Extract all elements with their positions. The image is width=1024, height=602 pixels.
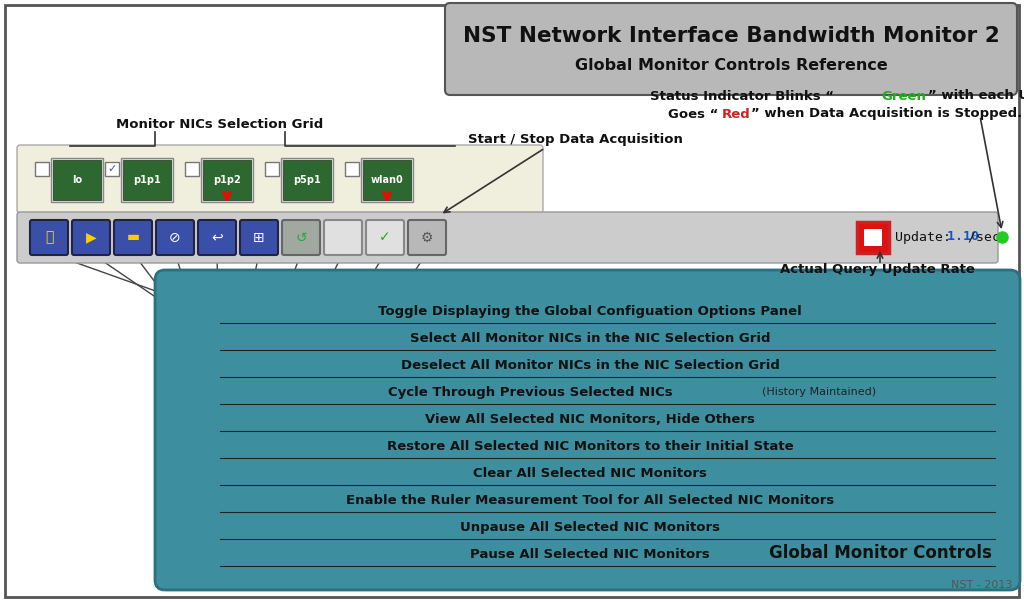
Text: ▬: ▬ — [126, 231, 139, 244]
FancyBboxPatch shape — [114, 220, 152, 255]
Text: ⊘: ⊘ — [169, 231, 181, 244]
Text: Start / Stop Data Acquisition: Start / Stop Data Acquisition — [468, 134, 682, 146]
Text: ✓: ✓ — [379, 231, 391, 244]
FancyBboxPatch shape — [185, 162, 199, 176]
FancyBboxPatch shape — [35, 162, 49, 176]
Text: Cycle Through Previous Selected NICs: Cycle Through Previous Selected NICs — [388, 386, 673, 399]
FancyBboxPatch shape — [156, 220, 194, 255]
Text: ⚙: ⚙ — [421, 231, 433, 244]
Text: Status Indicator Blinks “: Status Indicator Blinks “ — [650, 90, 834, 102]
FancyBboxPatch shape — [203, 160, 251, 200]
Text: /sec: /sec — [961, 231, 1000, 243]
FancyBboxPatch shape — [281, 158, 333, 202]
FancyBboxPatch shape — [265, 162, 279, 176]
FancyBboxPatch shape — [123, 160, 171, 200]
Text: Pause All Selected NIC Monitors: Pause All Selected NIC Monitors — [470, 548, 710, 561]
FancyBboxPatch shape — [51, 158, 103, 202]
FancyBboxPatch shape — [345, 162, 359, 176]
FancyBboxPatch shape — [53, 160, 101, 200]
Text: p1p2: p1p2 — [213, 175, 241, 185]
Text: Update:: Update: — [895, 231, 959, 243]
Text: 1.10: 1.10 — [939, 231, 979, 243]
Text: Deselect All Monitor NICs in the NIC Selection Grid: Deselect All Monitor NICs in the NIC Sel… — [400, 359, 779, 372]
Text: Actual Query Update Rate: Actual Query Update Rate — [780, 264, 975, 276]
Text: ▶: ▶ — [86, 231, 96, 244]
FancyBboxPatch shape — [864, 229, 882, 246]
Text: lo: lo — [72, 175, 82, 185]
FancyBboxPatch shape — [362, 160, 411, 200]
Text: Toggle Displaying the Global Configuation Options Panel: Toggle Displaying the Global Configuatio… — [378, 305, 802, 318]
Text: View All Selected NIC Monitors, Hide Others: View All Selected NIC Monitors, Hide Oth… — [425, 413, 755, 426]
Text: Select All Monitor NICs in the NIC Selection Grid: Select All Monitor NICs in the NIC Selec… — [410, 332, 770, 345]
Text: Unpause All Selected NIC Monitors: Unpause All Selected NIC Monitors — [460, 521, 720, 534]
FancyBboxPatch shape — [72, 220, 110, 255]
Text: ↩: ↩ — [211, 231, 223, 244]
FancyBboxPatch shape — [240, 220, 278, 255]
Text: Global Monitor Controls Reference: Global Monitor Controls Reference — [574, 58, 888, 73]
Text: wlan0: wlan0 — [371, 175, 403, 185]
Text: ↺: ↺ — [295, 231, 307, 244]
FancyBboxPatch shape — [155, 270, 1020, 590]
Text: Clear All Selected NIC Monitors: Clear All Selected NIC Monitors — [473, 467, 707, 480]
FancyBboxPatch shape — [283, 160, 331, 200]
FancyBboxPatch shape — [121, 158, 173, 202]
FancyBboxPatch shape — [445, 3, 1017, 95]
FancyBboxPatch shape — [282, 220, 319, 255]
FancyBboxPatch shape — [361, 158, 413, 202]
Text: Goes “: Goes “ — [668, 108, 719, 120]
FancyBboxPatch shape — [857, 222, 889, 253]
FancyBboxPatch shape — [198, 220, 236, 255]
Text: (History Maintained): (History Maintained) — [762, 387, 877, 397]
Text: ⊞: ⊞ — [253, 231, 265, 244]
FancyBboxPatch shape — [17, 212, 998, 263]
Text: ⏸: ⏸ — [45, 231, 53, 244]
Text: NST Network Interface Bandwidth Monitor 2: NST Network Interface Bandwidth Monitor … — [463, 26, 999, 46]
Text: p1p1: p1p1 — [133, 175, 161, 185]
Text: ” with each Update,: ” with each Update, — [928, 90, 1024, 102]
Text: Restore All Selected NIC Monitors to their Initial State: Restore All Selected NIC Monitors to the… — [387, 440, 794, 453]
FancyBboxPatch shape — [105, 162, 119, 176]
FancyBboxPatch shape — [366, 220, 404, 255]
FancyBboxPatch shape — [17, 145, 543, 213]
FancyBboxPatch shape — [201, 158, 253, 202]
Text: Green: Green — [881, 90, 926, 102]
Text: Global Monitor Controls: Global Monitor Controls — [769, 544, 992, 562]
FancyBboxPatch shape — [408, 220, 446, 255]
Text: Monitor NICs Selection Grid: Monitor NICs Selection Grid — [117, 119, 324, 131]
Text: ✓: ✓ — [108, 164, 117, 174]
Text: NST - 2013: NST - 2013 — [950, 580, 1012, 590]
FancyBboxPatch shape — [324, 220, 362, 255]
FancyBboxPatch shape — [30, 220, 68, 255]
Text: p5p1: p5p1 — [293, 175, 321, 185]
Text: ” when Data Acquisition is Stopped.: ” when Data Acquisition is Stopped. — [751, 108, 1022, 120]
Text: Red: Red — [722, 108, 751, 120]
Text: Enable the Ruler Measurement Tool for All Selected NIC Monitors: Enable the Ruler Measurement Tool for Al… — [346, 494, 835, 507]
